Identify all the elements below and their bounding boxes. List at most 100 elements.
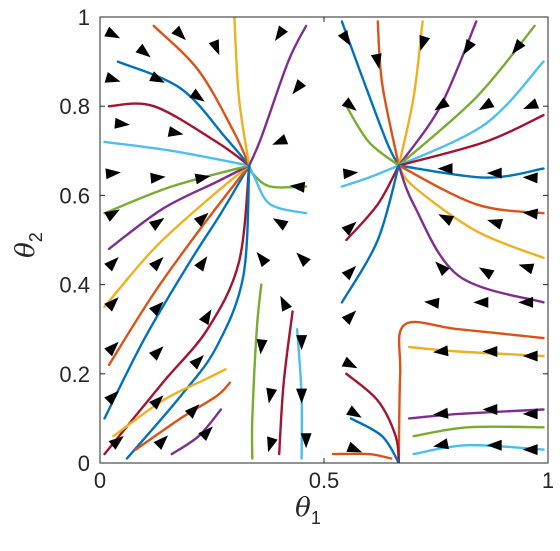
direction-arrow [280, 295, 292, 312]
direction-arrow [105, 168, 121, 180]
trajectory-line [397, 164, 545, 179]
y-tick-label: 1 [78, 5, 90, 30]
direction-arrow [266, 387, 278, 404]
direction-arrow [194, 256, 208, 272]
direction-arrow [289, 181, 306, 193]
direction-arrow [104, 297, 119, 312]
direction-arrow [296, 252, 311, 267]
direction-arrow [272, 218, 289, 231]
direction-arrow [272, 134, 289, 145]
direction-arrow [149, 346, 164, 361]
direction-arrow [104, 341, 119, 357]
direction-arrow [167, 126, 184, 137]
x-tick-label: 0.5 [309, 468, 340, 493]
trajectory-line [397, 164, 545, 259]
y-tick-label: 0.2 [59, 362, 90, 387]
direction-arrow [518, 263, 535, 275]
y-tick-label: 0.6 [59, 183, 90, 208]
direction-arrow [189, 88, 205, 102]
direction-arrow [522, 172, 538, 184]
direction-arrow [370, 53, 382, 69]
direction-arrow [478, 267, 495, 280]
direction-arrow [346, 405, 362, 418]
trajectory-line [331, 452, 393, 460]
direction-arrow [342, 168, 359, 180]
trajectory-line [412, 425, 545, 438]
x-tick-label: 1 [542, 468, 554, 493]
trajectory-line [107, 164, 251, 367]
direction-arrow [523, 98, 540, 109]
trajectory-line [103, 164, 251, 309]
trajectory-line [107, 164, 251, 251]
direction-arrow [296, 388, 308, 404]
x-axis-label-main: θ [295, 493, 311, 523]
trajectory-line [407, 408, 545, 420]
trajectory-line [107, 102, 251, 167]
trajectory-line [125, 164, 251, 460]
trajectory-line [340, 164, 400, 304]
trajectory-line [116, 60, 251, 167]
direction-arrow [171, 25, 186, 41]
direction-arrow [478, 97, 495, 111]
y-tick-label: 0.4 [59, 273, 90, 298]
direction-arrow [433, 345, 449, 357]
trajectory-line [103, 164, 251, 215]
direction-arrow [104, 390, 119, 406]
direction-arrow [522, 350, 538, 362]
direction-arrow [148, 217, 165, 231]
direction-arrow [341, 356, 358, 369]
direction-arrow [153, 435, 168, 450]
direction-arrow [150, 172, 166, 184]
trajectory-line [248, 24, 308, 167]
trajectory-line [170, 408, 223, 456]
direction-arrow [518, 296, 534, 308]
y-tick-label: 0 [78, 451, 90, 476]
direction-arrow [198, 309, 212, 326]
direction-arrow [341, 97, 357, 111]
trajectory-line [103, 140, 251, 167]
trajectory-line [345, 105, 400, 167]
plot-area [100, 17, 548, 463]
direction-arrow [104, 209, 120, 222]
trajectory-line [345, 164, 400, 242]
direction-arrow [482, 404, 498, 415]
direction-arrow [193, 212, 209, 227]
y-axis-ticks: 0 0.2 0.4 0.6 0.8 1 [59, 5, 548, 476]
y-axis-label-main: θ [11, 242, 41, 258]
direction-arrow [296, 335, 308, 351]
x-axis-label-sub: 1 [311, 508, 321, 528]
direction-arrow [433, 438, 449, 450]
direction-arrow [149, 257, 164, 272]
y-axis-label-sub: 2 [26, 232, 46, 242]
trajectory-line [103, 164, 251, 420]
trajectory-line [397, 164, 545, 304]
direction-arrow [473, 296, 489, 308]
direction-arrow [346, 441, 363, 453]
direction-arrow [437, 163, 453, 175]
direction-arrow [337, 30, 351, 46]
trajectory-line [349, 417, 400, 463]
direction-arrow [135, 43, 151, 58]
x-axis-label: θ1 [295, 493, 321, 528]
direction-arrow [341, 265, 357, 281]
direction-arrow [522, 408, 538, 420]
trajectory-line [112, 368, 227, 438]
direction-arrow [341, 221, 357, 236]
direction-arrow [104, 257, 119, 272]
direction-arrow [486, 167, 502, 179]
direction-arrow [114, 117, 130, 129]
direction-arrow [104, 26, 121, 39]
direction-arrow [512, 38, 526, 55]
y-tick-label: 0.8 [59, 94, 90, 119]
direction-arrow [482, 346, 498, 357]
direction-arrow [208, 39, 220, 56]
direction-arrow [267, 436, 278, 453]
direction-arrow [256, 252, 271, 268]
direction-arrow [194, 173, 211, 185]
direction-arrow [522, 444, 538, 456]
direction-arrow [274, 25, 288, 41]
direction-arrow [487, 219, 503, 230]
trajectory-line [103, 164, 251, 456]
trajectory-line [340, 164, 400, 188]
x-tick-label: 0 [94, 468, 106, 493]
